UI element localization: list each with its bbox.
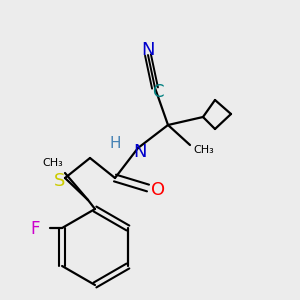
Text: F: F xyxy=(30,220,40,238)
Text: CH₃: CH₃ xyxy=(43,158,63,168)
Text: N: N xyxy=(141,41,155,59)
Text: C: C xyxy=(152,83,164,101)
Text: CH₃: CH₃ xyxy=(194,145,214,155)
Text: S: S xyxy=(54,172,66,190)
Text: N: N xyxy=(133,143,147,161)
Text: H: H xyxy=(109,136,121,152)
Text: O: O xyxy=(151,181,165,199)
